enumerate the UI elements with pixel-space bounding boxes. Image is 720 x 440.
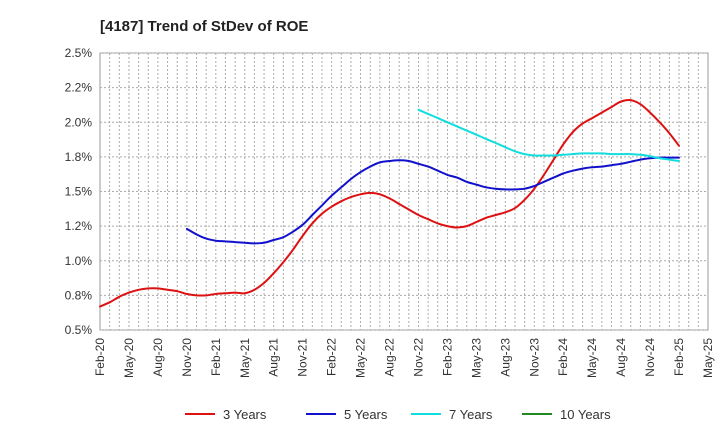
x-tick-label: Aug-23 — [498, 338, 512, 377]
x-tick-label: Feb-21 — [209, 338, 223, 376]
x-tick-label: Feb-25 — [672, 338, 686, 376]
x-tick-label: May-24 — [585, 338, 599, 378]
legend: 3 Years 5 Years 7 Years 10 Years — [185, 407, 611, 422]
y-axis: 0.5% 0.8% 1.0% 1.2% 1.5% 1.8% 2.0% 2.2% 2.5% — [65, 46, 93, 337]
x-tick-label: May-21 — [238, 338, 252, 378]
y-tick-label: 1.2% — [65, 219, 93, 233]
x-tick-label: Aug-22 — [383, 338, 397, 377]
legend-label-5-years: 5 Years — [344, 407, 388, 422]
x-tick-label: Nov-24 — [643, 338, 657, 377]
x-tick-label: May-22 — [354, 338, 368, 378]
series-lines — [99, 98, 680, 308]
x-tick-label: May-23 — [469, 338, 483, 378]
y-tick-label: 2.2% — [65, 81, 93, 95]
y-tick-label: 2.0% — [65, 115, 93, 129]
x-axis: Feb-20 May-20 Aug-20 Nov-20 Feb-21 May-21 Aug-… — [93, 338, 715, 378]
chart-title: [4187] Trend of StDev of ROE — [100, 18, 308, 35]
series-line-3-years — [99, 98, 680, 308]
x-tick-label: Aug-20 — [151, 338, 165, 377]
legend-label-3-years: 3 Years — [223, 407, 267, 422]
legend-label-10-years: 10 Years — [560, 407, 611, 422]
y-tick-label: 1.0% — [65, 254, 93, 268]
series-line-7-years — [417, 108, 680, 162]
y-tick-label: 0.5% — [65, 323, 93, 337]
series-line-5-years — [185, 156, 680, 245]
x-tick-label: Nov-22 — [411, 338, 425, 377]
x-tick-label: Nov-21 — [296, 338, 310, 377]
x-tick-label: Feb-24 — [556, 338, 570, 376]
y-tick-label: 1.8% — [65, 150, 93, 164]
x-tick-label: Aug-24 — [614, 338, 628, 377]
y-tick-label: 1.5% — [65, 185, 93, 199]
x-tick-label: May-25 — [701, 338, 715, 378]
legend-label-7-years: 7 Years — [449, 407, 493, 422]
x-tick-label: Feb-23 — [440, 338, 454, 376]
x-tick-label: Feb-22 — [325, 338, 339, 376]
x-tick-label: Nov-20 — [180, 338, 194, 377]
y-tick-label: 2.5% — [65, 46, 93, 60]
y-tick-label: 0.8% — [65, 288, 93, 302]
x-tick-label: May-20 — [122, 338, 136, 378]
x-tick-label: Feb-20 — [93, 338, 107, 376]
x-tick-label: Nov-23 — [527, 338, 541, 377]
x-tick-label: Aug-21 — [267, 338, 281, 377]
